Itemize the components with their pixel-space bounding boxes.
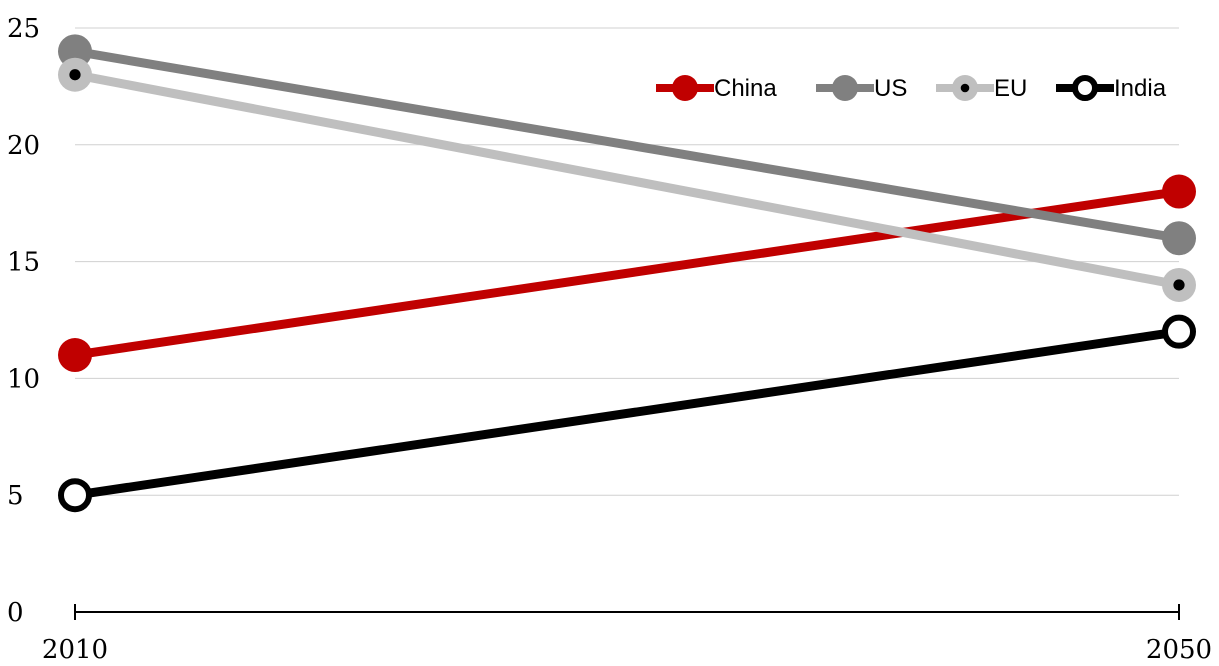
legend-entry-us: US bbox=[816, 75, 907, 102]
series-line-china bbox=[74, 187, 1180, 360]
y-tick-label: 20 bbox=[7, 131, 40, 161]
legend-label: US bbox=[874, 75, 907, 102]
data-point-china bbox=[58, 338, 92, 373]
series-layer bbox=[58, 34, 1196, 513]
y-tick-label: 25 bbox=[7, 14, 40, 44]
series-line-india bbox=[74, 327, 1180, 500]
axis-layer: 0 5 10 15 20 25 2010 2050 bbox=[7, 14, 1212, 665]
series-china bbox=[58, 174, 1196, 373]
legend-swatch-marker bbox=[672, 75, 698, 101]
series-india bbox=[58, 314, 1196, 513]
data-point-eu-center bbox=[1173, 279, 1185, 291]
y-tick-label: 10 bbox=[7, 364, 40, 394]
legend-label: EU bbox=[994, 75, 1027, 102]
x-tick-label: 2010 bbox=[42, 635, 108, 665]
series-line-eu bbox=[74, 70, 1180, 290]
y-tick-label: 5 bbox=[7, 481, 24, 511]
legend-label: India bbox=[1114, 75, 1167, 102]
legend-swatch-marker bbox=[1072, 75, 1098, 101]
data-point-eu-center bbox=[69, 69, 81, 81]
data-point-india bbox=[1162, 314, 1196, 349]
legend: China US EU India bbox=[656, 75, 1167, 102]
data-point-india bbox=[58, 478, 92, 513]
data-point-us bbox=[1162, 221, 1196, 256]
legend-entry-eu: EU bbox=[936, 75, 1027, 102]
data-point-us bbox=[58, 34, 92, 69]
grid-layer bbox=[75, 27, 1179, 496]
y-tick-label: 15 bbox=[7, 248, 40, 278]
legend-entry-india: India bbox=[1056, 75, 1167, 102]
legend-entry-china: China bbox=[656, 75, 777, 102]
series-eu bbox=[58, 57, 1196, 302]
data-point-china bbox=[1162, 174, 1196, 209]
y-tick-label: 0 bbox=[7, 598, 24, 628]
series-us bbox=[58, 34, 1196, 256]
legend-label: China bbox=[714, 75, 777, 102]
legend-swatch-marker bbox=[832, 75, 858, 101]
x-tick-label: 2050 bbox=[1146, 635, 1212, 665]
legend-swatch-marker-center bbox=[960, 83, 970, 93]
series-line-us bbox=[74, 46, 1180, 243]
